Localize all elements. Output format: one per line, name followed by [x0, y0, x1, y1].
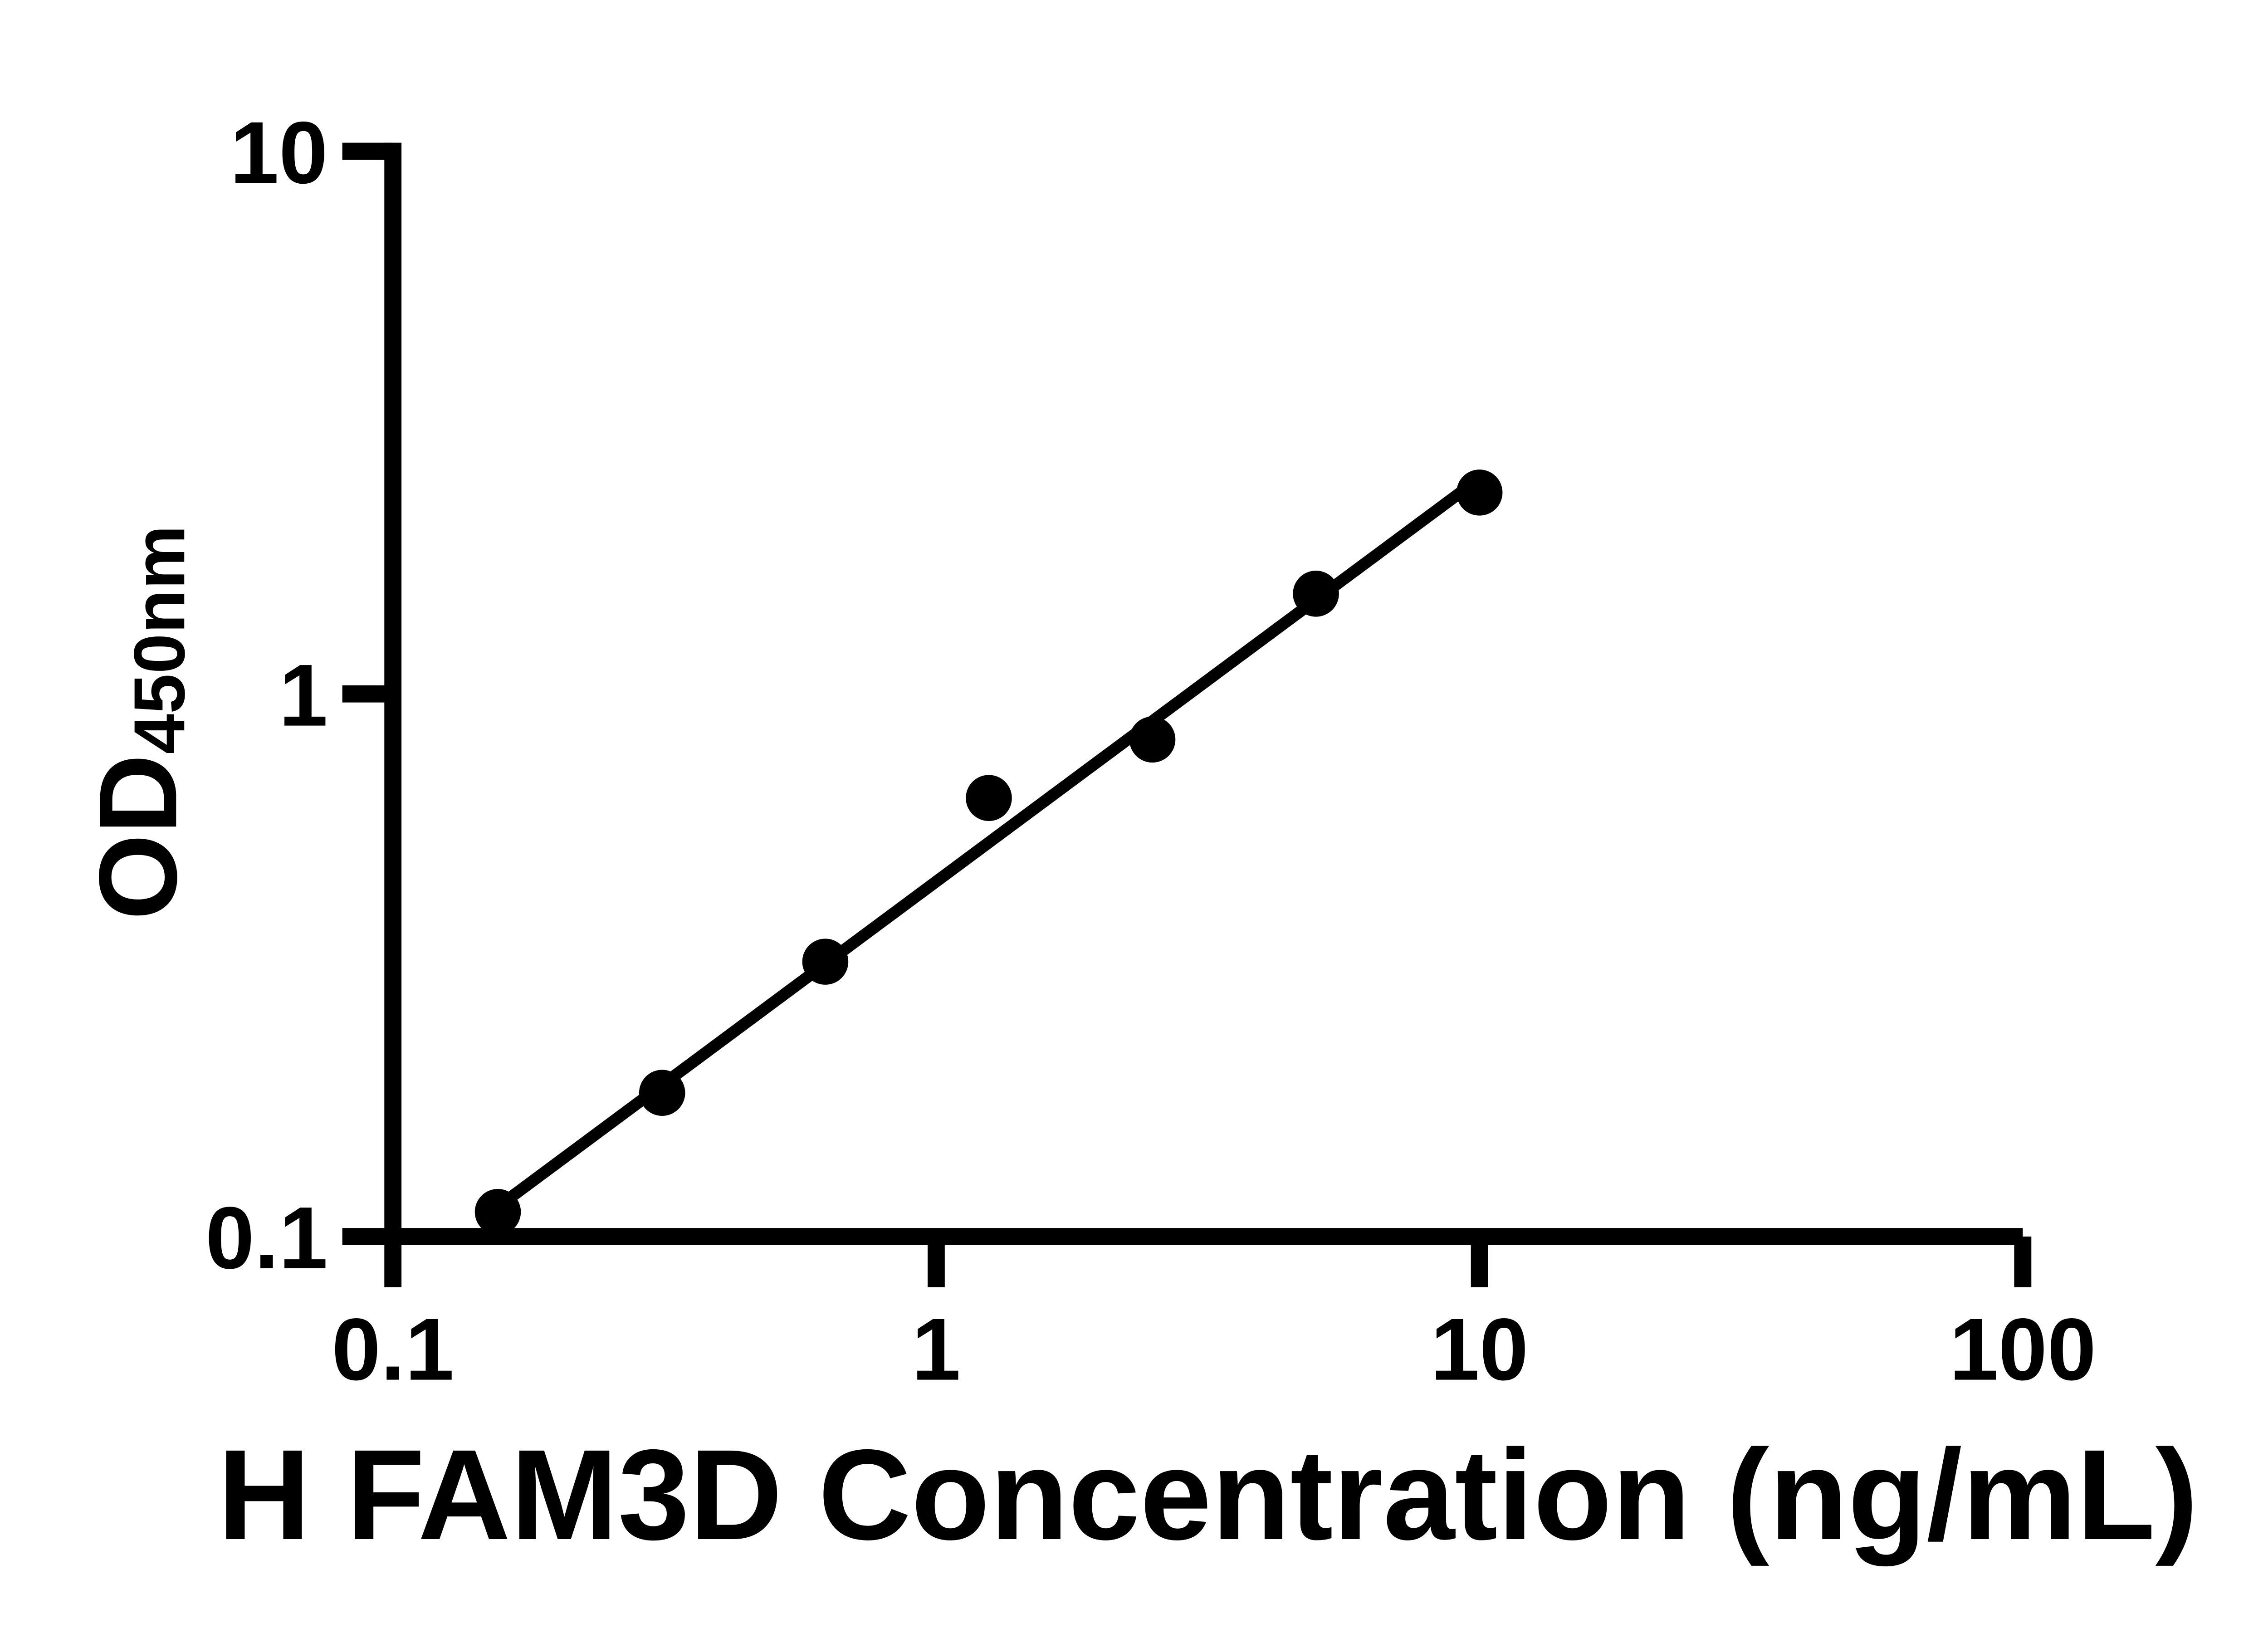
- y-tick-label: 1: [279, 646, 328, 745]
- x-tick-label: 0.1: [332, 1301, 454, 1399]
- data-point: [966, 775, 1012, 821]
- data-point: [474, 1189, 521, 1235]
- data-point: [1456, 469, 1503, 516]
- x-tick-label: 10: [1431, 1301, 1529, 1399]
- y-tick-label: 10: [230, 103, 328, 202]
- y-axis-title: OD450nm: [76, 525, 200, 920]
- x-axis-title: H FAM3D Concentration (ng/mL): [218, 1423, 2198, 1567]
- x-tick-label: 100: [1949, 1301, 2096, 1399]
- data-point: [1129, 716, 1176, 763]
- data-point: [639, 1070, 685, 1116]
- x-tick-label: 1: [912, 1301, 961, 1399]
- y-tick-label: 0.1: [205, 1189, 328, 1287]
- data-point: [802, 939, 849, 985]
- data-point: [1293, 571, 1339, 617]
